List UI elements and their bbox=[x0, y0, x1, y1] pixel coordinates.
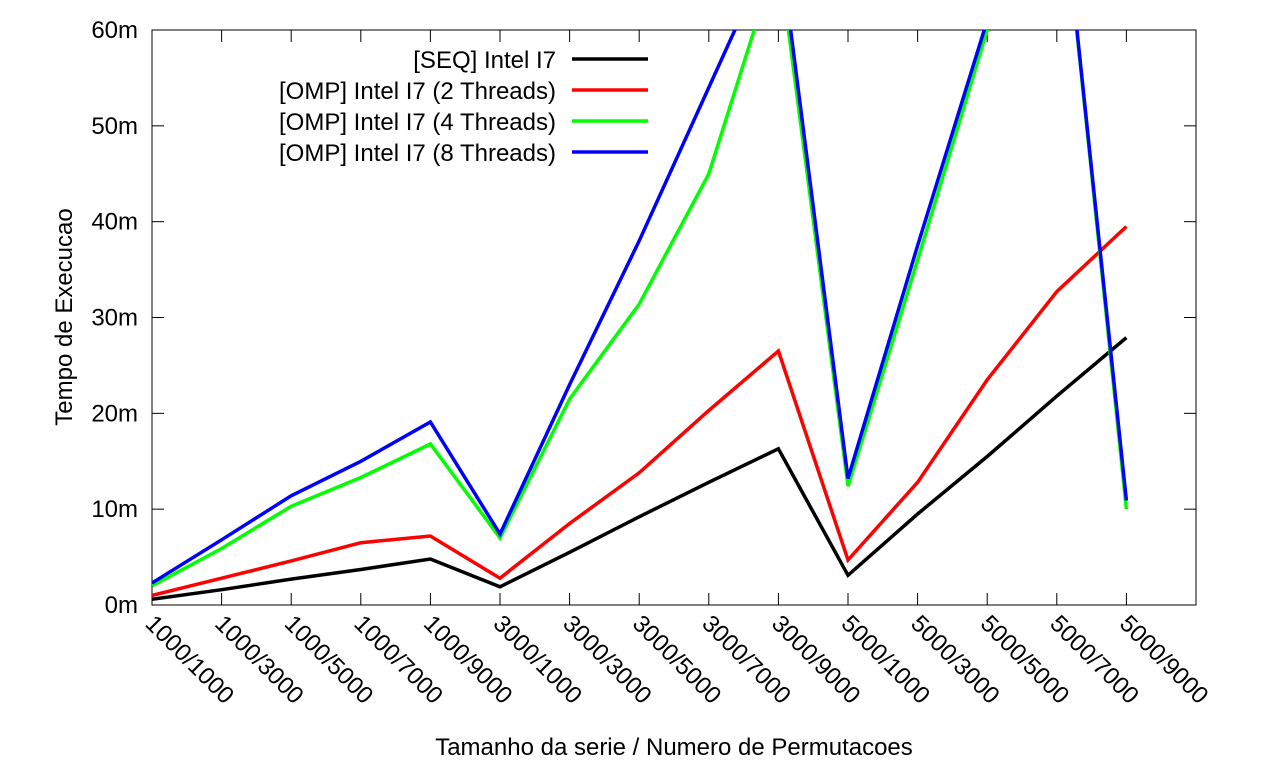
legend: [SEQ] Intel I7 [OMP] Intel I7 (2 Threads)… bbox=[279, 47, 648, 167]
x-axis-title: Tamanho da serie / Numero de Permutacoes bbox=[435, 734, 913, 761]
y-tick-label: 40m bbox=[91, 209, 138, 236]
y-tick-label: 60m bbox=[91, 17, 138, 44]
legend-label: [SEQ] Intel I7 bbox=[413, 47, 556, 74]
series-line-2 bbox=[152, 30, 1129, 588]
y-tick-label: 30m bbox=[91, 305, 138, 332]
y-tick-label: 50m bbox=[91, 113, 138, 140]
series-line-3 bbox=[152, 30, 1129, 585]
y-tick-label: 0m bbox=[105, 592, 138, 619]
y-tick-label: 10m bbox=[91, 496, 138, 523]
legend-label: [OMP] Intel I7 (2 Threads) bbox=[279, 78, 556, 105]
y-tick-label: 20m bbox=[91, 400, 138, 427]
series-line-1 bbox=[152, 225, 1128, 598]
legend-label: [OMP] Intel I7 (8 Threads) bbox=[279, 140, 556, 167]
y-axis: 0m 10m 20m 30m 40m 50m 60m bbox=[91, 17, 1196, 619]
series-layer bbox=[152, 30, 1129, 602]
series-line-0 bbox=[152, 336, 1128, 602]
legend-label: [OMP] Intel I7 (4 Threads) bbox=[279, 109, 556, 136]
y-axis-title: Tempo de Execucao bbox=[51, 208, 78, 425]
